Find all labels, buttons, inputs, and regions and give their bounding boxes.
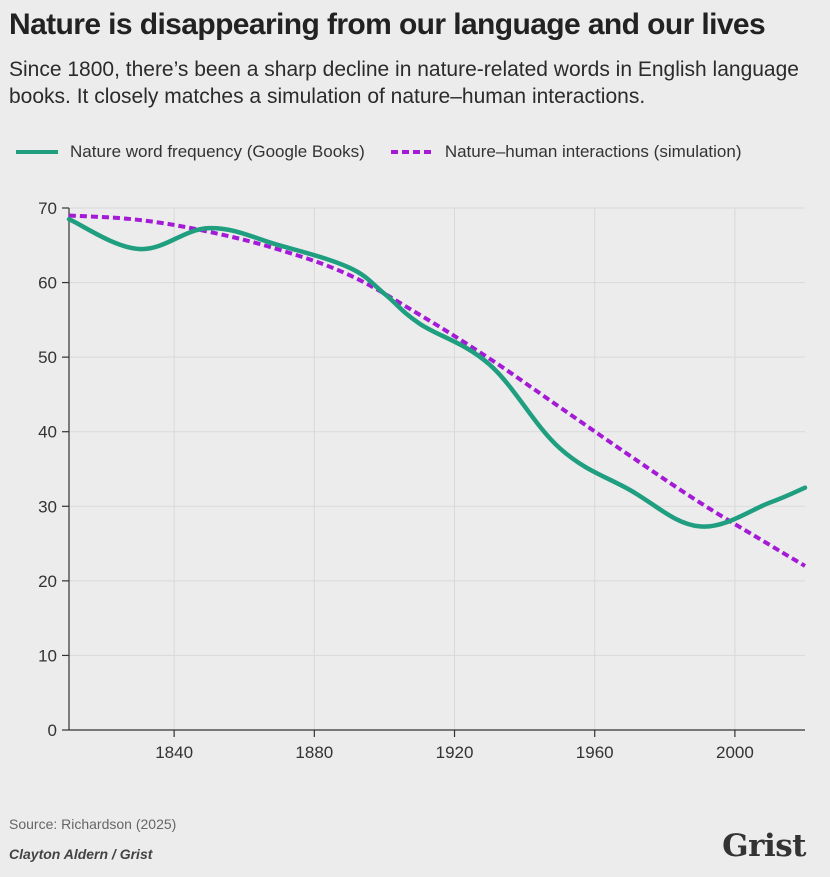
- x-tick-label: 1920: [436, 743, 474, 762]
- author-credit: Clayton Aldern / Grist: [9, 846, 153, 862]
- source-note: Source: Richardson (2025): [9, 816, 177, 832]
- chart-subtitle: Since 1800, there’s been a sharp decline…: [9, 58, 799, 108]
- legend-label: Nature word frequency (Google Books): [70, 142, 365, 161]
- y-tick-label: 30: [38, 497, 57, 516]
- legend-item-simulation: Nature–human interactions (simulation): [390, 142, 742, 162]
- y-tick-label: 20: [38, 572, 57, 591]
- y-tick-label: 50: [38, 348, 57, 367]
- series-line-nature-frequency: [66, 216, 808, 529]
- chart-title: Nature is disappearing from our language…: [9, 8, 766, 41]
- y-tick-label: 60: [38, 274, 57, 293]
- x-tick-label: 1840: [155, 743, 193, 762]
- x-tick-label: 1960: [576, 743, 614, 762]
- y-tick-label: 0: [48, 721, 57, 740]
- legend-label: Nature–human interactions (simulation): [444, 142, 742, 161]
- y-tick-label: 70: [38, 199, 57, 218]
- legend-item-nature-frequency: Nature word frequency (Google Books): [16, 142, 365, 162]
- legend: Nature word frequency (Google Books) Nat…: [16, 140, 742, 164]
- legend-swatch-solid: [16, 150, 58, 154]
- line-chart: 0 10 20 30 40 50 60 70 1840 1880 1920 1960 2000: [38, 199, 808, 762]
- grist-logo: Grist: [722, 828, 806, 864]
- y-tick-label: 40: [38, 423, 57, 442]
- x-tick-label: 1880: [295, 743, 333, 762]
- series-line-simulation: [68, 213, 807, 568]
- legend-swatch-dashed: [390, 150, 433, 154]
- x-tick-label: 2000: [716, 743, 754, 762]
- y-tick-label: 10: [38, 646, 57, 665]
